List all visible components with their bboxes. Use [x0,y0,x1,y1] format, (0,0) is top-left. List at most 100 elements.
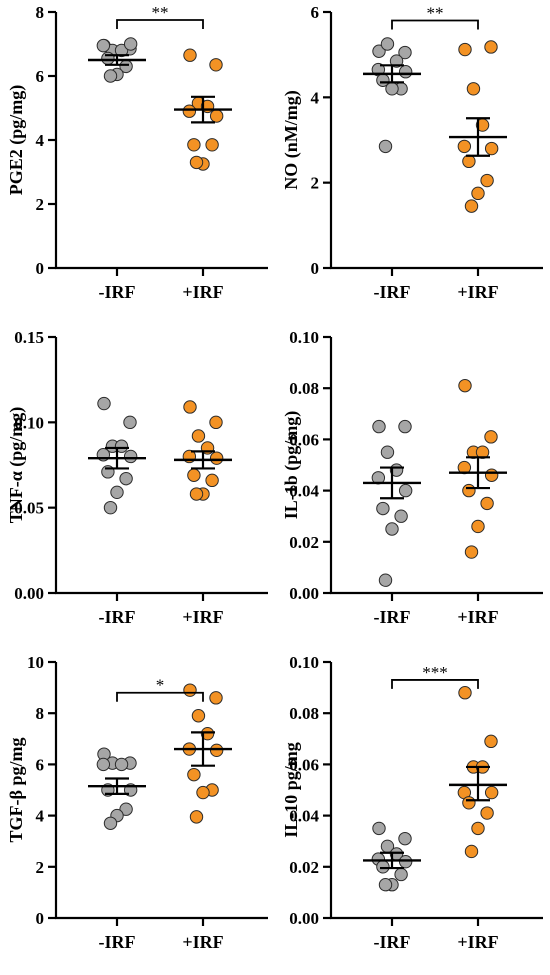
chart-tnf-alpha: 0.00 0.05 0.10 0.15 -IRF +IRF TNF-α (pg/mg) [6,328,268,627]
y-tick-label: 0.02 [289,858,319,877]
data-point [209,58,223,72]
data-point [119,802,133,816]
data-point [187,468,201,482]
y-tick-label: 0.04 [289,807,319,826]
x-tick-label: -IRF [374,282,411,302]
y-axis-label: IL-1b (pg/mg) [281,411,302,520]
data-point [209,691,223,705]
y-tick-label: 8 [36,704,45,723]
data-point [480,496,494,511]
data-point [464,199,479,213]
data-point [458,686,472,700]
y-tick-label: 8 [36,3,45,22]
data-point [209,109,224,123]
data-point [484,785,499,800]
data-point [191,429,206,443]
data-point [471,186,485,201]
x-tick-label: -IRF [374,932,411,952]
significance-label: ** [152,3,169,22]
data-point [471,821,485,836]
y-axis-label: NO (nM/mg) [281,90,302,189]
data-point [114,757,129,772]
data-point [183,48,197,62]
data-point [484,430,498,444]
y-tick-label: 4 [36,807,45,826]
data-point [96,757,111,772]
data-point [398,483,413,498]
data-point [376,860,390,874]
data-point [123,37,138,51]
data-point [189,155,204,170]
data-point [209,415,223,430]
significance-bracket [391,679,479,689]
y-tick-label: 4 [36,131,45,150]
y-axis-label: TNF-α (pg/mg) [6,407,27,524]
y-tick-label: 0.08 [289,379,319,398]
y-axis-label: TGF-β pg/mg [6,738,26,843]
x-tick-label: -IRF [374,607,411,627]
data-point [101,51,115,66]
y-tick-label: 10 [27,653,44,672]
data-point [464,545,479,559]
y-axis-label: IL-10 pg/mg [281,742,301,838]
y-tick-label: 0.00 [289,909,319,928]
chart-il-1b: 0.00 0.02 0.04 0.06 0.08 0.10 -IRF +IRF IL-1b (p… [281,328,543,627]
y-tick-label: 0.06 [289,430,319,449]
data-point [480,806,494,820]
x-tick-label: -IRF [99,607,136,627]
y-tick-label: 0.02 [289,533,319,552]
data-point [398,831,412,846]
y-tick-label: 6 [311,3,320,22]
data-point [457,139,472,154]
data-point [380,445,395,459]
data-point [372,821,386,836]
data-point [378,139,393,154]
data-point [462,796,476,810]
y-tick-label: 0.05 [14,499,44,518]
significance-bracket [116,691,204,702]
data-point [484,734,498,749]
data-point [462,483,476,498]
data-point [372,44,386,58]
data-point [466,82,481,96]
data-point [97,396,111,411]
y-tick-label: 0.08 [289,704,319,723]
data-point [96,38,111,53]
data-point [464,844,479,859]
data-point [205,473,219,488]
chart-no: 0 2 4 6 -IRF +IRF NO (nM/mg) ** [281,3,543,302]
data-point [484,141,499,156]
chart-pge2: 0 2 4 6 8 -IRF +IRF PGE2 (pg/mg) ** [6,3,268,302]
data-point [398,65,413,79]
significance-bracket [391,19,479,30]
data-point [189,487,204,501]
data-point [187,138,201,152]
x-tick-label: +IRF [457,607,498,627]
data-point [119,471,133,486]
data-point [114,43,129,58]
data-point [462,154,476,169]
x-tick-label: +IRF [182,932,223,952]
data-point [378,573,393,587]
data-point [480,173,494,188]
data-point [187,767,201,782]
x-tick-label: +IRF [182,607,223,627]
data-point [183,683,197,697]
data-point [123,449,138,464]
y-tick-label: 0 [36,259,45,278]
data-point [385,82,399,96]
data-point [189,810,204,824]
data-point [471,519,485,534]
data-point [378,878,393,892]
data-point [209,743,224,758]
y-tick-label: 0.00 [14,584,44,603]
data-point [182,104,197,118]
data-point [123,415,137,430]
x-tick-label: -IRF [99,932,136,952]
y-tick-label: 0.15 [14,328,44,347]
data-point [110,485,124,500]
significance-bracket [116,19,204,29]
data-point [191,709,206,723]
y-tick-label: 4 [311,88,320,107]
data-point [398,419,412,434]
